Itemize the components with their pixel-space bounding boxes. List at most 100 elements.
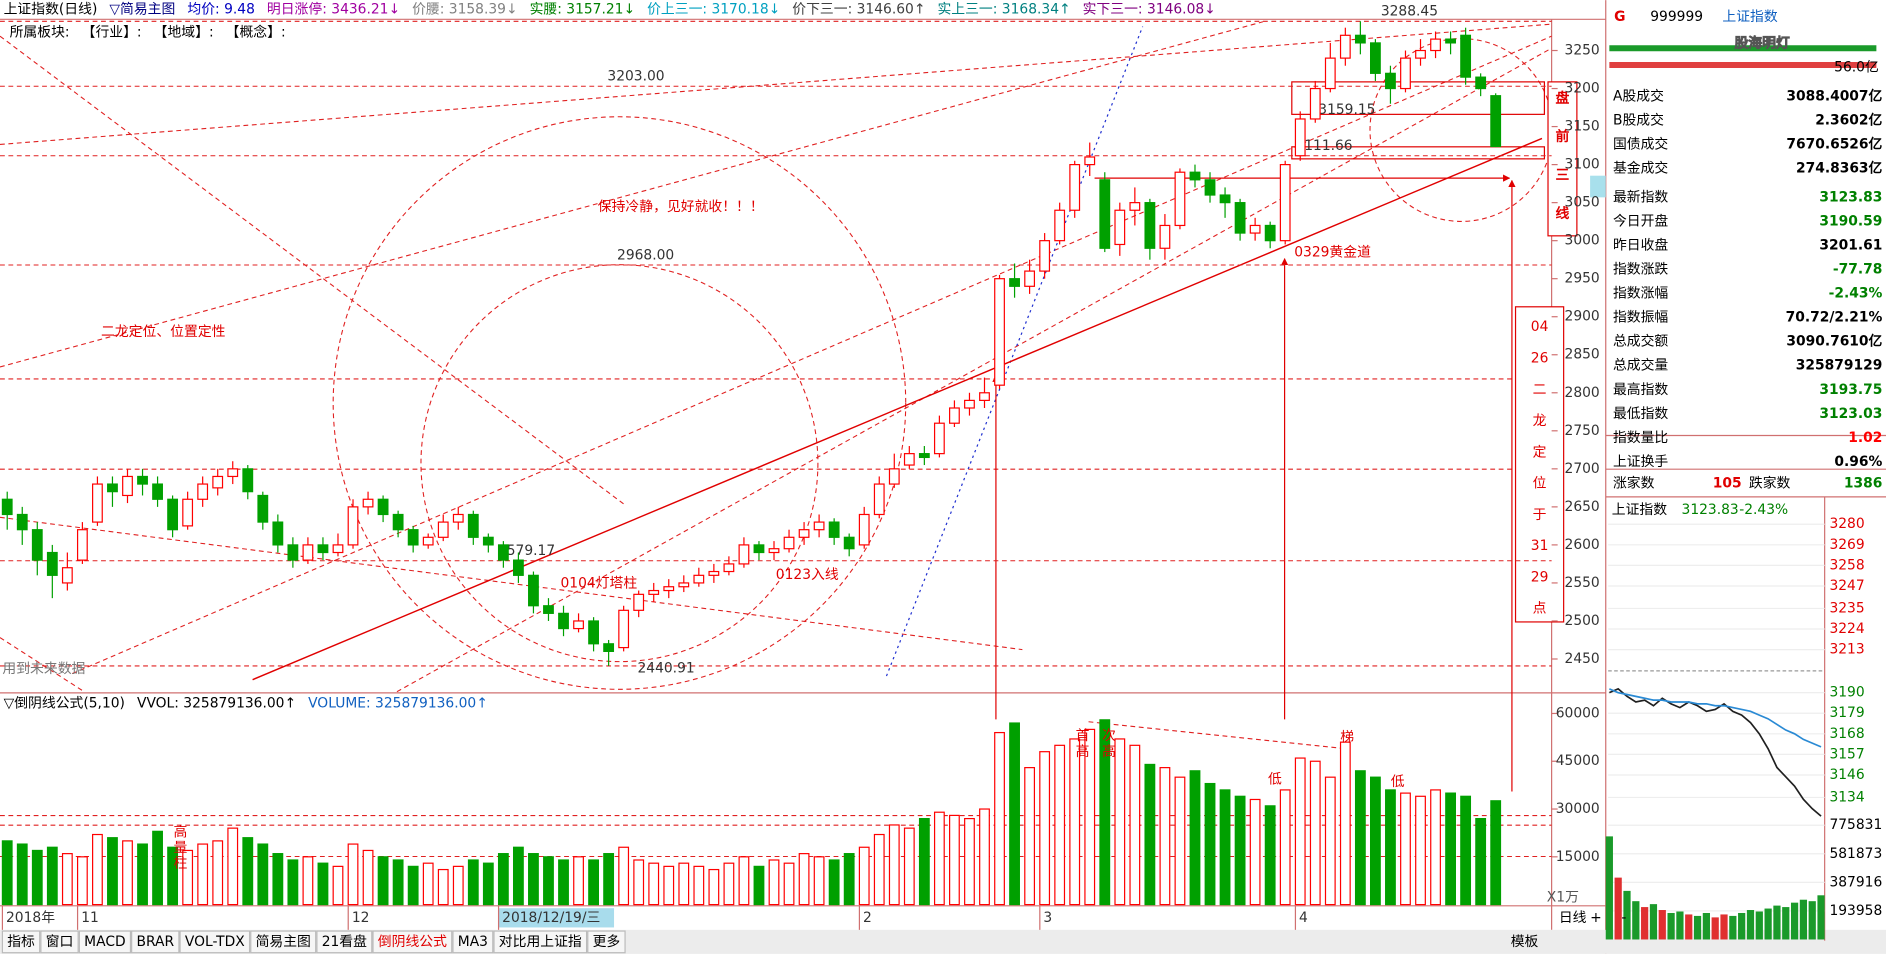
quote-value: 3123.03: [1819, 406, 1882, 422]
candle-body: [633, 593, 645, 611]
y-tick-label: 3000: [1565, 233, 1600, 249]
header-item: 实上三一: 3168.34↑: [937, 2, 1070, 18]
candle-body: [768, 548, 780, 554]
candle-body: [1084, 156, 1096, 166]
candle-body: [949, 407, 960, 424]
candle-body: [603, 643, 615, 652]
volume-bar: [1324, 776, 1336, 906]
y-tick-label: 2800: [1565, 385, 1600, 401]
tab-label: 简易主图: [256, 933, 311, 950]
candle-body: [528, 574, 539, 607]
candle-body: [1159, 224, 1171, 249]
candle-body: [1309, 87, 1321, 120]
volume-bar: [362, 849, 374, 906]
volume-bar: [1009, 722, 1020, 906]
volume-bar: [497, 853, 509, 906]
level-label: 3203.00: [607, 69, 664, 85]
tab[interactable]: 对比用上证指: [493, 930, 588, 954]
tab[interactable]: 窗口: [40, 930, 79, 954]
tab[interactable]: VOL-TDX: [179, 930, 251, 954]
volume-bar: [678, 862, 690, 906]
candle-body: [1339, 34, 1351, 59]
intraday-volume: [1738, 912, 1746, 940]
tab-button[interactable]: 模板: [1511, 934, 1539, 950]
vertical-label: 低: [1268, 772, 1282, 788]
volume-bar: [137, 843, 148, 906]
volume-bar: [1174, 776, 1186, 906]
volume-bar: [16, 843, 28, 906]
tab[interactable]: 简易主图: [250, 930, 317, 954]
tab-bg: [78, 930, 132, 954]
quote-value: 3190.59: [1819, 213, 1882, 229]
tab-bg: [250, 930, 317, 954]
volume-bar: [1475, 817, 1487, 906]
y-tick-label: 2750: [1565, 423, 1600, 439]
tab-button[interactable]: +: [1590, 910, 1602, 926]
volume-bar: [1279, 789, 1291, 906]
flag: G: [1614, 9, 1625, 25]
tab-button[interactable]: 日线: [1559, 910, 1587, 926]
candle-body: [392, 513, 404, 531]
y-tick-label: 3134: [1829, 789, 1864, 805]
candle-body: [1054, 209, 1066, 242]
tab[interactable]: 更多: [587, 930, 626, 954]
intraday-title: 上证指数: [1612, 502, 1667, 518]
candle-body: [1249, 224, 1261, 234]
intraday-volume: [1632, 901, 1640, 940]
quote-label: 上证换手: [1613, 453, 1668, 470]
candle-body: [347, 506, 359, 546]
x-tick-label: 12: [352, 910, 370, 926]
tab-bg: [372, 930, 453, 954]
volume-bar: [1460, 795, 1472, 906]
candle-body: [467, 513, 479, 538]
tab-label: 对比用上证指: [499, 934, 582, 950]
candle-body: [1009, 278, 1020, 287]
candle-body: [918, 453, 930, 459]
candle-body: [573, 620, 584, 630]
volume-bar: [287, 859, 299, 906]
volume-bar: [949, 814, 960, 906]
volume-bar: [92, 833, 103, 906]
quote-label: 基金成交: [1613, 159, 1668, 176]
sector-label: 【地域】:: [154, 25, 214, 41]
tab[interactable]: BRAR: [131, 930, 180, 954]
tab[interactable]: 21看盘: [316, 930, 373, 954]
quote-value: 2.3602亿: [1815, 111, 1882, 128]
y-tick-label: 3190: [1829, 685, 1864, 701]
level-label: 2579.17: [498, 543, 555, 559]
quote-value: 3088.4007亿: [1786, 87, 1882, 104]
intraday-volume: [1790, 902, 1799, 940]
volume-bar: [723, 862, 735, 906]
candle-body: [1460, 34, 1472, 78]
intraday-volume: [1614, 877, 1622, 940]
volume-bar: [843, 853, 855, 906]
tab[interactable]: 倒阴线公式: [372, 930, 453, 954]
candle-body: [107, 483, 118, 493]
amount: 56.0亿: [1834, 59, 1879, 75]
code: 999999: [1650, 9, 1703, 25]
intraday-volume: [1676, 911, 1684, 940]
vertical-label: 次高: [1102, 728, 1116, 760]
y-tick-label: 3100: [1565, 157, 1600, 173]
candle-body: [362, 498, 374, 508]
tab-label: 指标: [7, 934, 35, 950]
volume-bar: [1430, 789, 1441, 906]
tab[interactable]: MACD: [78, 930, 132, 954]
tab-label: MACD: [84, 934, 125, 950]
volume-bar: [888, 824, 900, 906]
tab[interactable]: 指标: [1, 930, 41, 954]
tab[interactable]: MA3: [452, 930, 494, 954]
quote-label: 总成交额: [1613, 333, 1668, 350]
candle-body: [1174, 171, 1186, 227]
tab-button[interactable]: -: [1621, 910, 1626, 926]
candle-body: [92, 483, 103, 523]
candle-body: [678, 582, 690, 588]
volume-bar: [1234, 795, 1246, 906]
header-item: 价下三一: 3146.60↑: [792, 2, 925, 18]
quote-value: 70.72/2.21%: [1786, 310, 1883, 326]
y-tick-label: 2950: [1565, 271, 1600, 287]
volume-bar: [272, 853, 284, 906]
volume-bar: [377, 856, 389, 906]
y-tick-label: 387916: [1829, 874, 1882, 890]
